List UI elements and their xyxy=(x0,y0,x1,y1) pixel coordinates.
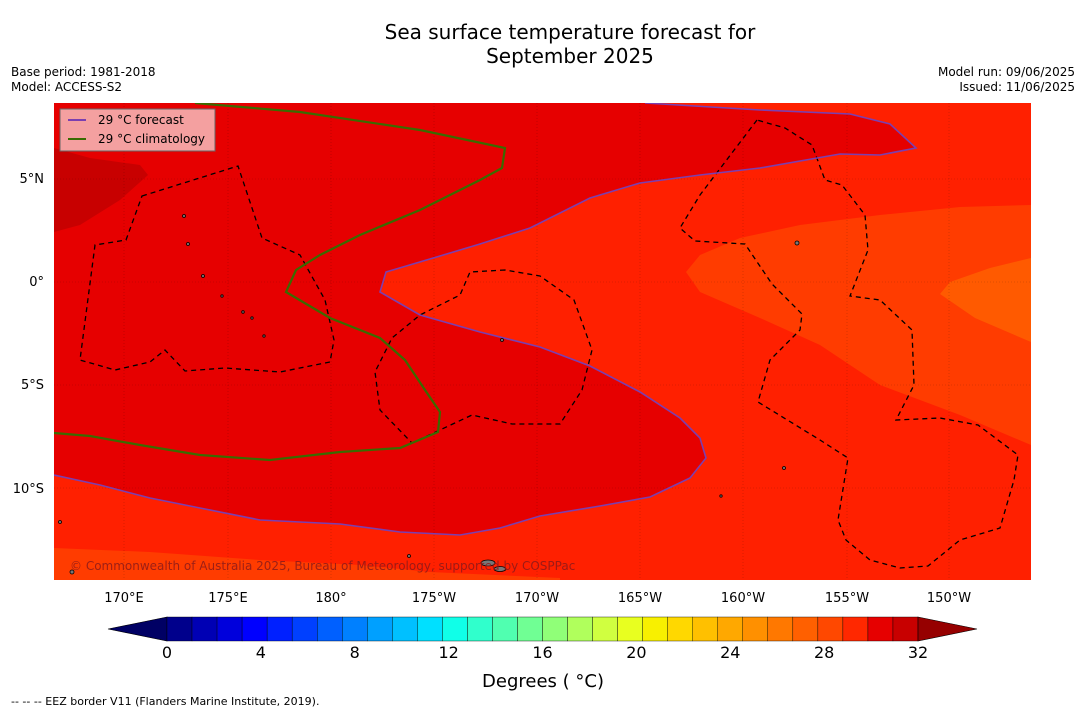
colorbar xyxy=(107,616,978,642)
colorbar-ticks: 0 4 8 12 16 20 24 28 32 xyxy=(162,643,928,662)
islands xyxy=(58,214,800,575)
colorbar-tick-label: 20 xyxy=(626,643,646,662)
sst-band-26 xyxy=(940,258,1031,342)
colorbar-tick-label: 8 xyxy=(350,643,360,662)
longitude-label: 170°E xyxy=(104,591,144,606)
colorbar-cell xyxy=(517,616,543,642)
longitude-label: 150°W xyxy=(927,591,971,606)
colorbar-cell xyxy=(191,616,218,642)
legend-box xyxy=(59,108,216,152)
meta-left: Base period: 1981-2018 Model: ACCESS-S2 xyxy=(11,65,156,95)
colorbar-cell xyxy=(216,616,243,642)
colorbar-cell xyxy=(742,616,768,642)
longitude-labels: 170°E 175°E 180° 175°W 170°W 165°W 160°W 155°W 1… xyxy=(104,591,971,606)
longitude-label: 170°W xyxy=(515,591,559,606)
colorbar-cell xyxy=(592,616,618,642)
map-title: Sea surface temperature forecast for Sep… xyxy=(0,20,1085,68)
colorbar-cell xyxy=(266,616,293,642)
colorbar-cell xyxy=(542,616,568,642)
colorbar-cell xyxy=(667,616,693,642)
base-period: Base period: 1981-2018 xyxy=(11,65,156,79)
colorbar-tick-label: 32 xyxy=(908,643,928,662)
eez-border-line-islands xyxy=(679,119,1019,569)
colorbar-cell xyxy=(792,616,819,642)
colorbar-cell xyxy=(342,616,368,642)
colorbar-cell xyxy=(617,616,643,642)
sst-band-27-south xyxy=(54,548,560,580)
colorbar-cell xyxy=(467,616,493,642)
colorbar-cell xyxy=(842,616,869,642)
sst-plot: © Commonwealth of Australia 2025, Bureau… xyxy=(54,103,1031,580)
colorbar-title: Degrees ( °C) xyxy=(482,671,604,692)
sst-band-27 xyxy=(686,205,1031,445)
colorbar-cell xyxy=(317,616,343,642)
climatology-29-contour xyxy=(54,103,507,462)
longitude-label: 175°E xyxy=(208,591,248,606)
title-line-1: Sea surface temperature forecast for xyxy=(384,20,756,44)
colorbar-cell xyxy=(417,616,443,642)
latitude-label: 0° xyxy=(29,275,44,290)
sst-band-29 xyxy=(54,103,916,535)
colorbar-tick-label: 24 xyxy=(720,643,740,662)
graticule xyxy=(54,103,1031,580)
colorbar-cell xyxy=(492,616,518,642)
forecast-29-contour xyxy=(54,103,918,536)
colorbar-tick-label: 28 xyxy=(814,643,834,662)
longitude-label: 165°W xyxy=(618,591,662,606)
colorbar-tick-label: 12 xyxy=(438,643,458,662)
copyright-text: © Commonwealth of Australia 2025, Bureau… xyxy=(70,559,575,573)
latitude-label: 10°S xyxy=(13,482,44,497)
colorbar-extend-low xyxy=(107,616,168,642)
colorbar-cell xyxy=(241,616,268,642)
colorbar-cell xyxy=(166,616,193,642)
colorbar-cell xyxy=(892,616,919,642)
model-name: Model: ACCESS-S2 xyxy=(11,80,123,94)
model-run-date: Model run: 09/06/2025 xyxy=(937,65,1075,79)
longitude-label: 160°W xyxy=(721,591,765,606)
sst-band-30 xyxy=(54,148,148,232)
colorbar-tick-label: 0 xyxy=(162,643,172,662)
colorbar-cell xyxy=(367,616,393,642)
eez-borders xyxy=(79,119,1019,569)
colorbar-tick-label: 4 xyxy=(256,643,266,662)
colorbar-extend-high xyxy=(917,616,978,642)
legend-forecast-label: 29 °C forecast xyxy=(98,113,184,127)
contour-legend: 29 °C forecast 29 °C climatology xyxy=(59,108,216,152)
longitude-label: 175°W xyxy=(412,591,456,606)
eez-border-phoenix xyxy=(374,269,593,444)
colorbar-cell xyxy=(817,616,844,642)
colorbar-cell xyxy=(392,616,418,642)
issued-date: Issued: 11/06/2025 xyxy=(959,80,1075,94)
colorbar-cell xyxy=(642,616,668,642)
longitude-label: 155°W xyxy=(825,591,869,606)
longitude-label: 180° xyxy=(315,591,346,606)
colorbar-cell xyxy=(567,616,593,642)
colorbar-cell xyxy=(767,616,794,642)
colorbar-cell xyxy=(692,616,718,642)
colorbar-cell xyxy=(291,616,318,642)
legend-climatology-label: 29 °C climatology xyxy=(98,132,205,146)
latitude-labels: 5°N 0° 5°S 10°S xyxy=(13,172,44,497)
colorbar-cell xyxy=(717,616,743,642)
colorbar-cell xyxy=(867,616,894,642)
latitude-label: 5°S xyxy=(21,378,44,393)
latitude-label: 5°N xyxy=(20,172,45,187)
colorbar-cell xyxy=(442,616,468,642)
colorbar-tick-label: 16 xyxy=(532,643,552,662)
meta-right: Model run: 09/06/2025 Issued: 11/06/2025 xyxy=(938,65,1075,95)
title-line-2: September 2025 xyxy=(486,44,654,68)
eez-footnote: -- -- -- EEZ border V11 (Flanders Marine… xyxy=(11,695,320,708)
